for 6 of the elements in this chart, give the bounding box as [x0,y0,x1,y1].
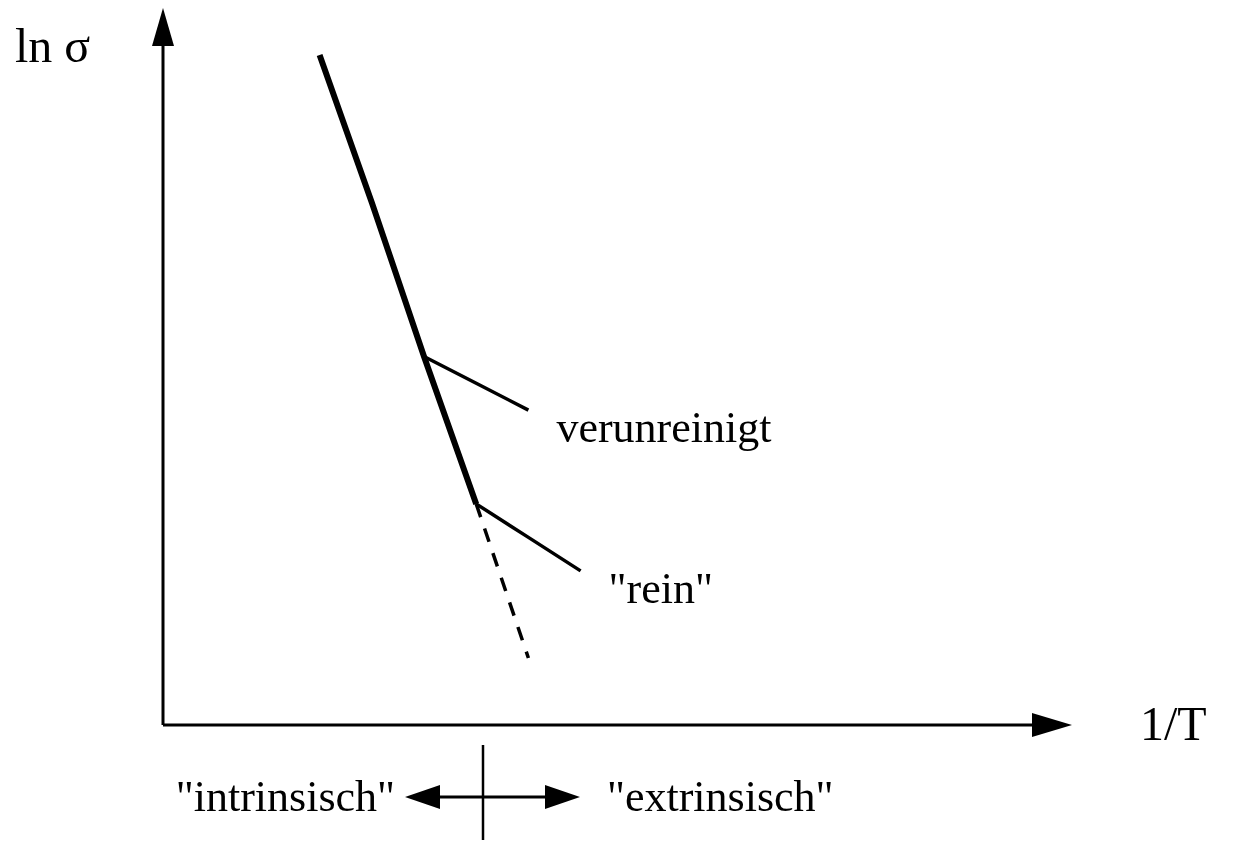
text: "extrinsisch" [607,772,834,821]
y-axis-title: ln σ [15,19,91,72]
series-label: "rein" [608,563,713,613]
x-axis-title: 1/T [1140,697,1207,750]
text: "intrinsisch" [175,772,395,821]
series-label: verunreinigt [556,403,772,453]
